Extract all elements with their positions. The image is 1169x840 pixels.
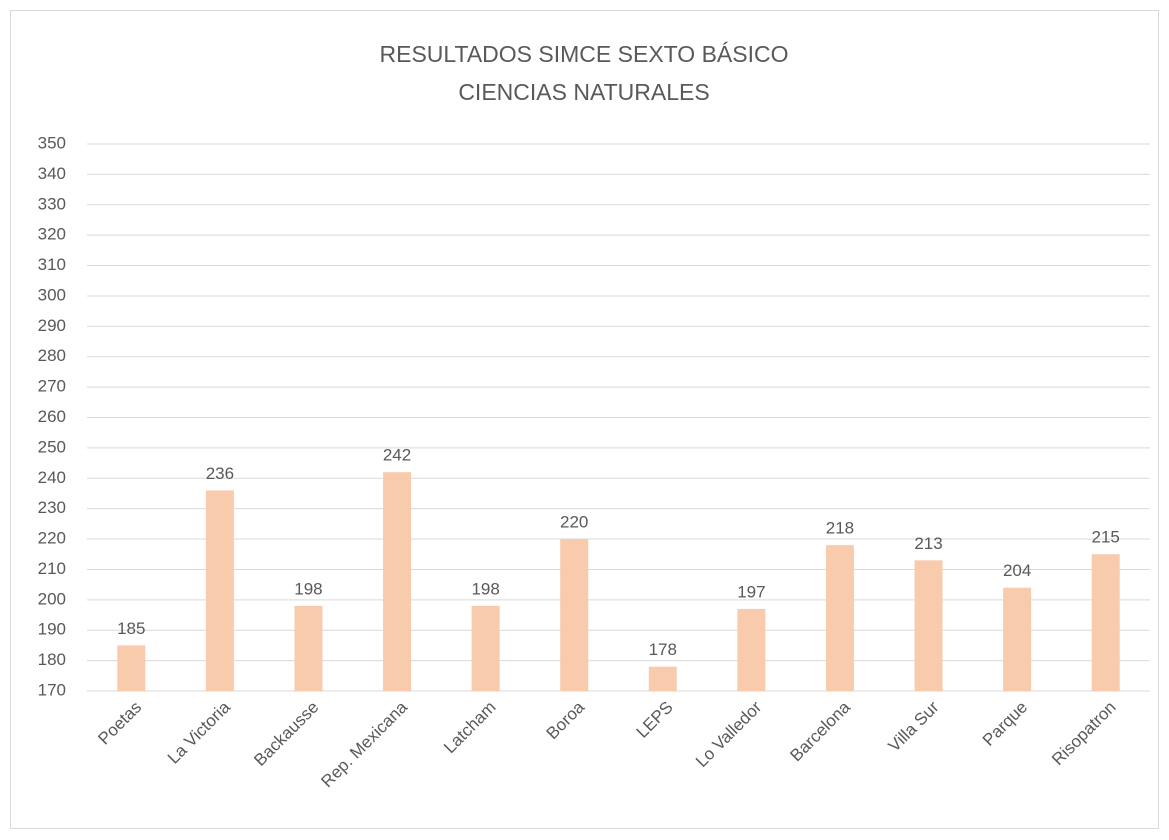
data-label: 185 [117, 619, 145, 638]
y-tick-label: 210 [38, 559, 66, 578]
data-label: 213 [914, 534, 942, 553]
bar [471, 605, 500, 691]
y-tick-label: 340 [38, 164, 66, 183]
y-tick-label: 240 [38, 468, 66, 487]
data-label: 220 [560, 513, 588, 532]
y-tick-label: 330 [38, 194, 66, 213]
bar [383, 472, 412, 691]
y-tick-label: 170 [38, 680, 66, 699]
y-tick-label: 290 [38, 316, 66, 335]
bar [1003, 587, 1032, 691]
y-tick-label: 200 [38, 589, 66, 608]
data-label: 178 [649, 640, 677, 659]
y-tick-label: 220 [38, 529, 66, 548]
y-tick-label: 320 [38, 225, 66, 244]
chart-title: CIENCIAS NATURALES [458, 79, 709, 105]
data-label: 204 [1003, 561, 1031, 580]
y-tick-label: 260 [38, 407, 66, 426]
bar [825, 545, 854, 691]
bar [117, 645, 146, 691]
data-label: 218 [826, 519, 854, 538]
data-label: 198 [294, 579, 322, 598]
chart-title: RESULTADOS SIMCE SEXTO BÁSICO [380, 41, 789, 67]
y-tick-label: 300 [38, 285, 66, 304]
y-tick-label: 280 [38, 346, 66, 365]
bar [560, 539, 589, 691]
data-label: 236 [206, 464, 234, 483]
y-tick-label: 180 [38, 650, 66, 669]
y-tick-label: 190 [38, 620, 66, 639]
y-tick-label: 310 [38, 255, 66, 274]
bar [737, 608, 766, 691]
chart-frame [10, 10, 1159, 829]
data-label: 215 [1092, 528, 1120, 547]
bar [294, 605, 323, 691]
y-tick-label: 250 [38, 437, 66, 456]
bar [914, 560, 943, 691]
bar [1091, 554, 1120, 691]
y-tick-label: 350 [38, 133, 66, 152]
data-label: 197 [737, 582, 765, 601]
y-tick-label: 270 [38, 377, 66, 396]
data-label: 242 [383, 446, 411, 465]
data-label: 198 [471, 579, 499, 598]
bar [648, 666, 677, 691]
y-tick-label: 230 [38, 498, 66, 517]
bar [205, 490, 234, 691]
